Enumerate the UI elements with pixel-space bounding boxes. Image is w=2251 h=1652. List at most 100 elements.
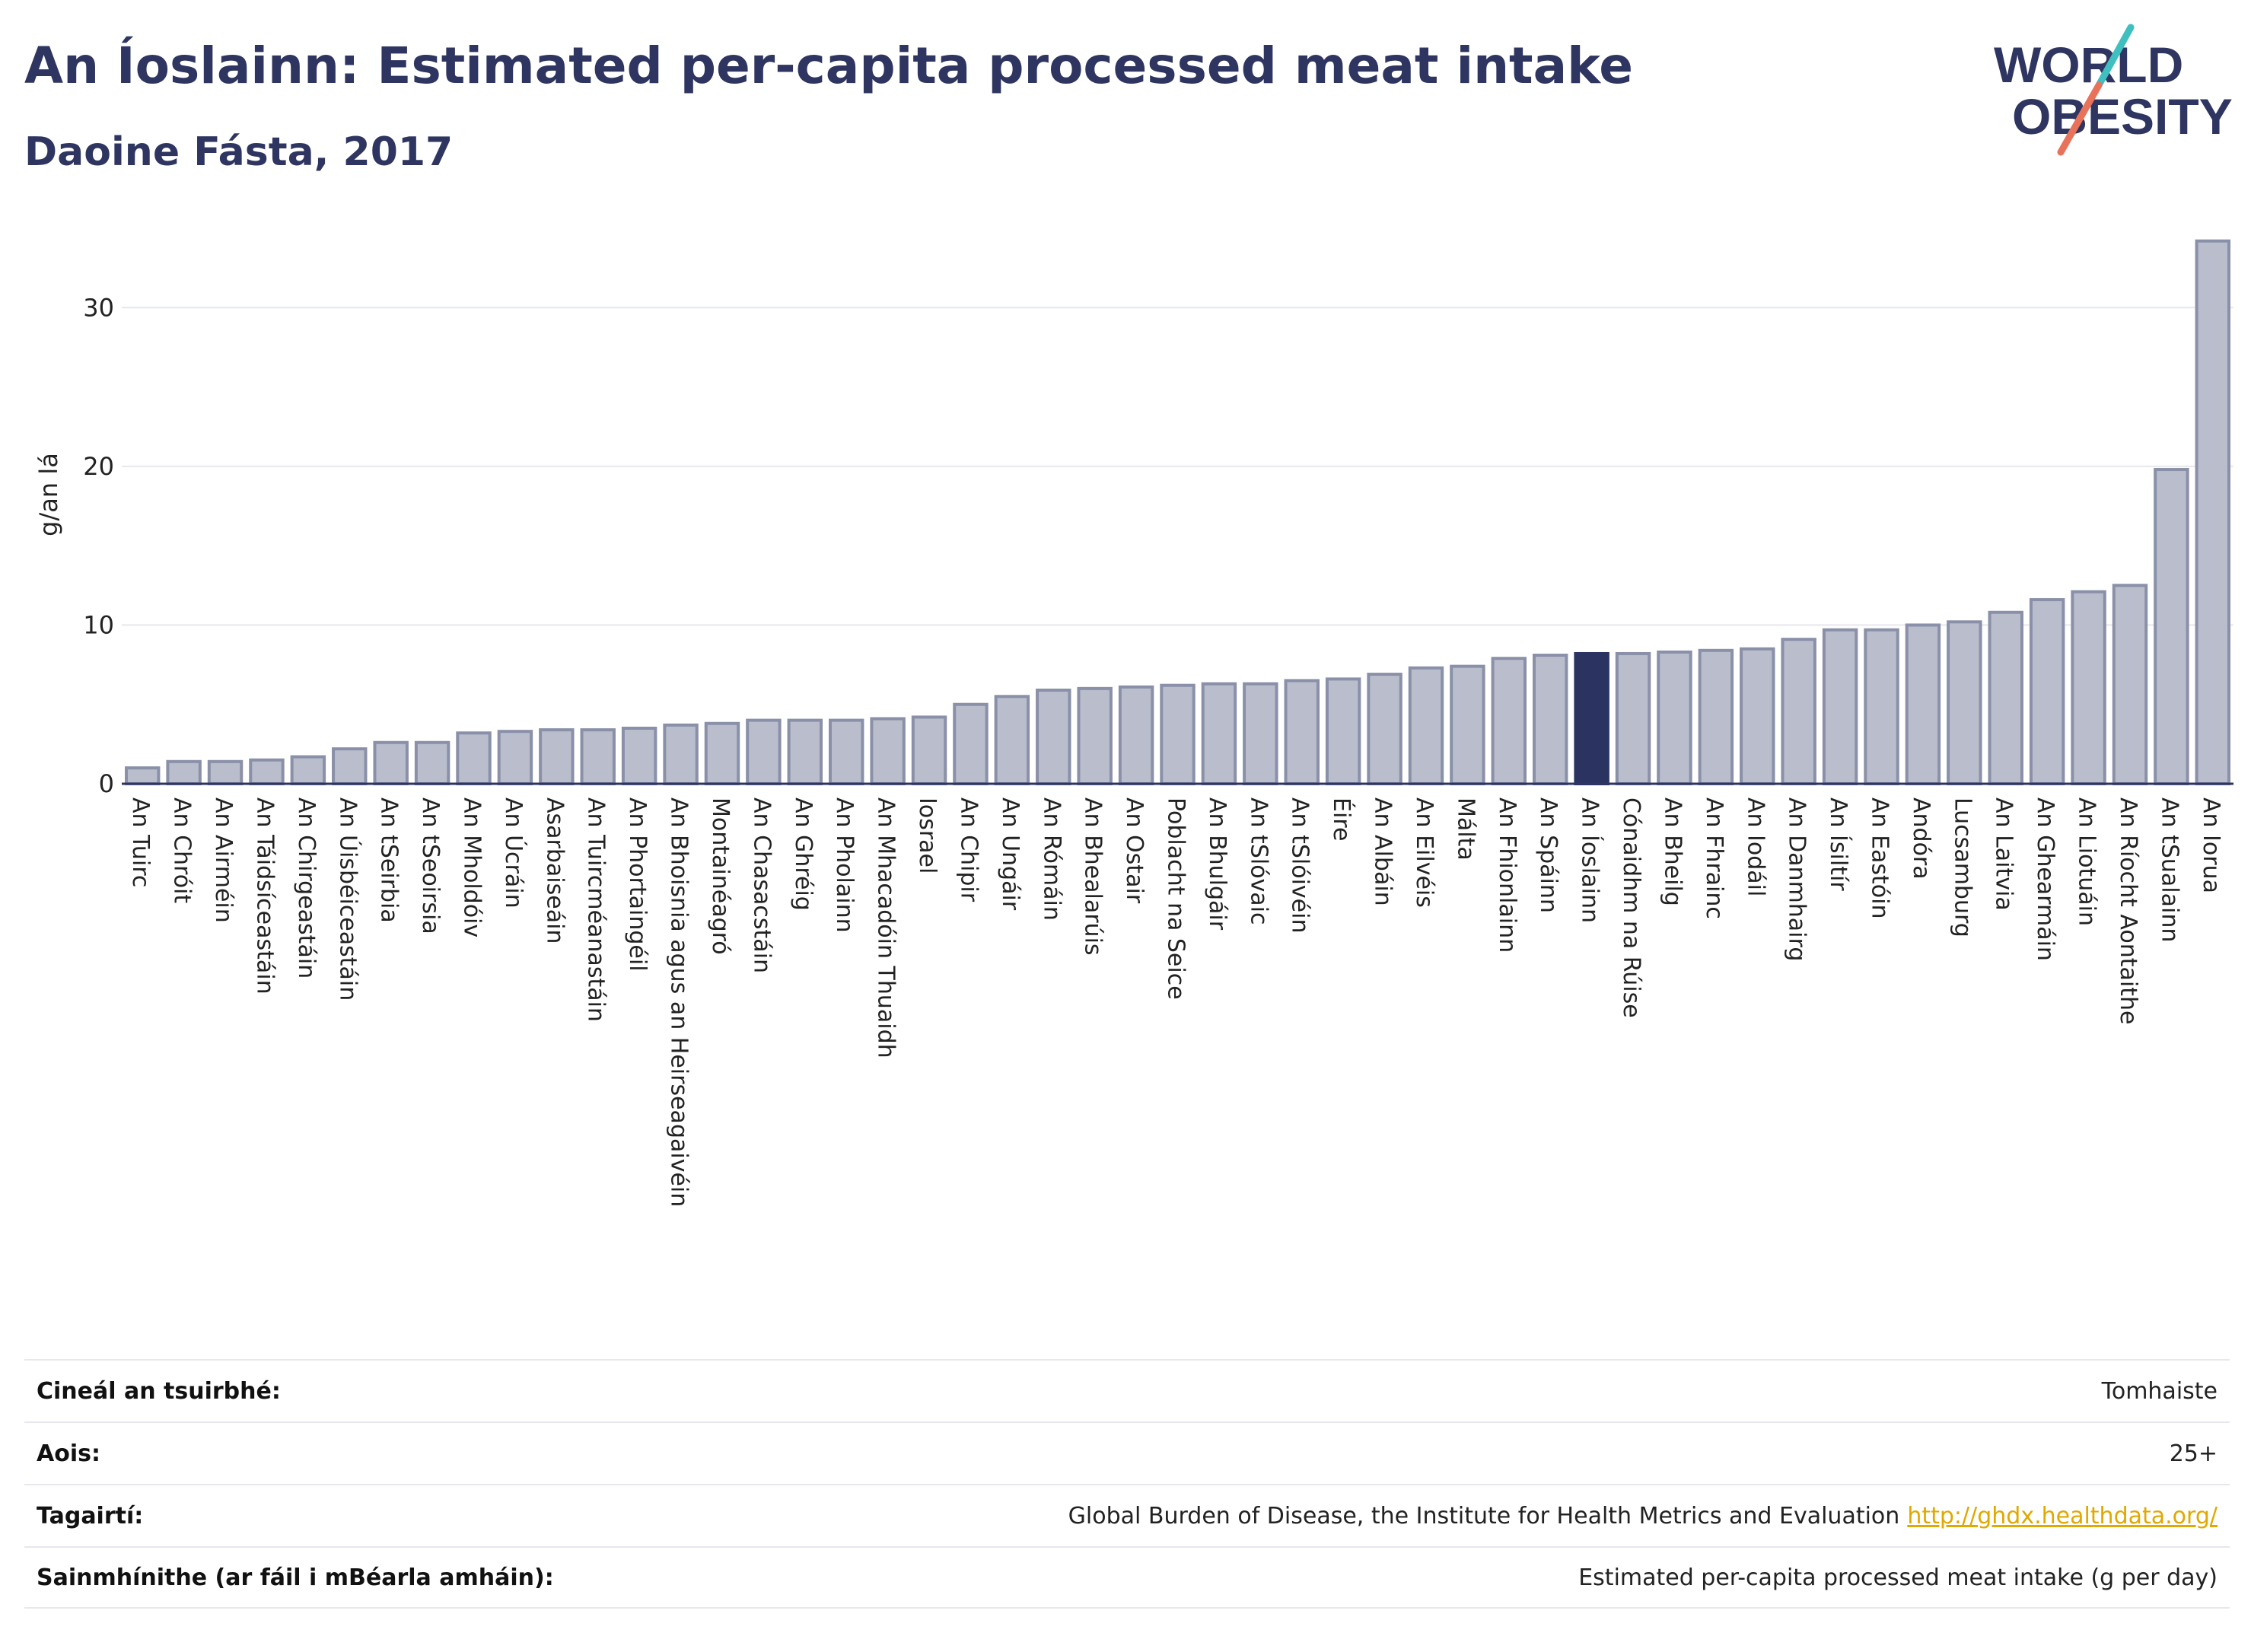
x-tick-label: An Úcráin	[500, 797, 528, 909]
x-tick-label: An Fhrainc	[1701, 797, 1727, 919]
bar	[787, 718, 823, 785]
world-obesity-logo: WORLD OBESITY	[1994, 24, 2233, 156]
info-label: Tagairtí:	[37, 1502, 144, 1529]
x-tick-label: An Táidsíceastáin	[251, 797, 278, 995]
x-tick-label: An Mhacadóin Thuaidh	[873, 797, 899, 1058]
y-tick-label: 0	[99, 769, 114, 798]
logo-slash-teal	[2095, 24, 2135, 89]
bar	[2154, 468, 2189, 785]
x-tick-label: Éire	[1328, 797, 1355, 841]
x-tick-label: An Chirgeastáin	[293, 797, 320, 979]
x-tick-label: Málta	[1452, 797, 1479, 861]
x-tick-label: Cónaidhm na Rúise	[1618, 797, 1644, 1018]
bar	[1740, 647, 1775, 786]
bar	[621, 727, 657, 785]
y-tick-label: 10	[83, 610, 114, 639]
y-tick-label: 30	[83, 293, 114, 322]
bar	[1450, 664, 1485, 786]
bar	[2071, 590, 2106, 786]
bar	[663, 723, 699, 785]
x-tick-label: An tSeirbia	[376, 797, 403, 923]
x-tick-label: An Tuircméanastáin	[583, 797, 610, 1022]
x-tick-label: An Laitvia	[1991, 797, 2017, 911]
x-tick-label: An Mholdóiv	[459, 797, 486, 937]
bar	[539, 728, 575, 785]
info-label: Cineál an tsuirbhé:	[37, 1377, 281, 1405]
x-tick-label: An tSlóvaic	[1245, 797, 1272, 925]
bar	[1864, 628, 1899, 786]
x-tick-label: An Ghréig	[790, 797, 817, 911]
bar	[166, 759, 202, 785]
grid-lines	[122, 307, 2233, 626]
bar	[580, 728, 616, 785]
info-value-text: Tomhaiste	[2101, 1377, 2218, 1405]
x-tick-label: An Spáinn	[1535, 797, 1562, 913]
bar-highlight	[1574, 651, 1609, 785]
x-tick-label: An Pholainn	[831, 797, 858, 933]
bar	[1532, 654, 1568, 785]
bar	[828, 718, 864, 785]
bar	[2029, 598, 2065, 785]
bar	[1698, 648, 1734, 785]
reference-link[interactable]: http://ghdx.healthdata.org/	[1907, 1502, 2218, 1529]
chart-title: An Íoslainn: Estimated per-capita proces…	[24, 37, 1634, 95]
info-row: Tagairtí: Global Burden of Disease, the I…	[24, 1484, 2230, 1546]
bar	[870, 717, 906, 785]
bar	[1657, 650, 1692, 786]
x-tick-label: An Ungáir	[997, 797, 1024, 911]
x-tick-label: Lucsamburg	[1949, 797, 1976, 937]
x-tick-label: Poblacht na Seice	[1163, 797, 1189, 1000]
x-tick-label: An Phortaingéil	[624, 797, 651, 972]
info-row: Cineál an tsuirbhé: Tomhaiste	[24, 1359, 2230, 1421]
x-tick-label: An Íoslainn	[1577, 797, 1604, 923]
bar	[456, 731, 492, 785]
bar	[1243, 682, 1278, 785]
x-tick-label: An Airméin	[210, 797, 237, 923]
y-axis-label: g/an lá	[34, 453, 63, 536]
bar-chart: 0 10 20 30 g/an lá An Tuirc An Chróit An Airm…	[34, 239, 2233, 1207]
y-tick-label: 20	[83, 452, 114, 481]
bar	[704, 721, 740, 785]
info-row: Aois: 25+	[24, 1421, 2230, 1484]
x-tick-label: Iosrael	[914, 797, 941, 874]
info-value-text: 25+	[2169, 1440, 2218, 1467]
chart-subtitle: Daoine Fásta, 2017	[24, 129, 454, 175]
x-tick-label: An Ríocht Aontaithe	[2115, 797, 2141, 1025]
info-table: Cineál an tsuirbhé: Tomhaiste Aois: 25+ Taga…	[24, 1359, 2230, 1609]
info-row: Sainmhínithe (ar fáil i mBéarla amháin):…	[24, 1546, 2230, 1609]
y-axis-ticks: 0 10 20 30	[83, 293, 114, 798]
bar	[332, 747, 368, 785]
x-axis-labels: An Tuirc An Chróit An Airméin An Táidsíceas…	[127, 797, 2224, 1207]
bars	[124, 239, 2231, 786]
info-label: Aois:	[37, 1440, 100, 1467]
info-value: Estimated per-capita processed meat inta…	[1578, 1564, 2218, 1591]
info-value: Tomhaiste	[2102, 1378, 2218, 1405]
logo-line1: WORLD	[1994, 37, 2183, 93]
x-tick-label: An Chipir	[955, 797, 982, 902]
bar	[124, 766, 161, 786]
x-tick-label: An Fhionlainn	[1494, 797, 1520, 953]
x-tick-label: An Liotuáin	[2074, 797, 2100, 926]
bar	[1947, 620, 1982, 785]
x-tick-label: Montainéagró	[707, 797, 734, 955]
bar	[1615, 651, 1651, 785]
bar	[1201, 682, 1237, 785]
info-value: 25+	[2170, 1440, 2218, 1467]
x-tick-label: An Rómáin	[1038, 797, 1065, 921]
bar	[1491, 657, 1527, 785]
info-value-text: Global Burden of Disease, the Institute …	[1068, 1502, 1900, 1529]
bar	[953, 702, 989, 786]
x-tick-label: Asarbaiseáin	[541, 797, 568, 944]
logo-slash-coral	[2057, 81, 2103, 156]
x-tick-label: Andóra	[1908, 797, 1934, 880]
bar	[373, 740, 409, 785]
bar	[207, 759, 244, 785]
x-tick-label: An Bhealarúis	[1080, 797, 1106, 956]
x-tick-label: An Ghearmáin	[2032, 797, 2058, 961]
bar	[911, 715, 947, 786]
bar	[1118, 685, 1154, 785]
x-tick-label: An Albáin	[1370, 797, 1396, 906]
x-tick-label: An Iorua	[2198, 797, 2224, 893]
bar	[2112, 584, 2148, 785]
bar	[1284, 679, 1320, 786]
